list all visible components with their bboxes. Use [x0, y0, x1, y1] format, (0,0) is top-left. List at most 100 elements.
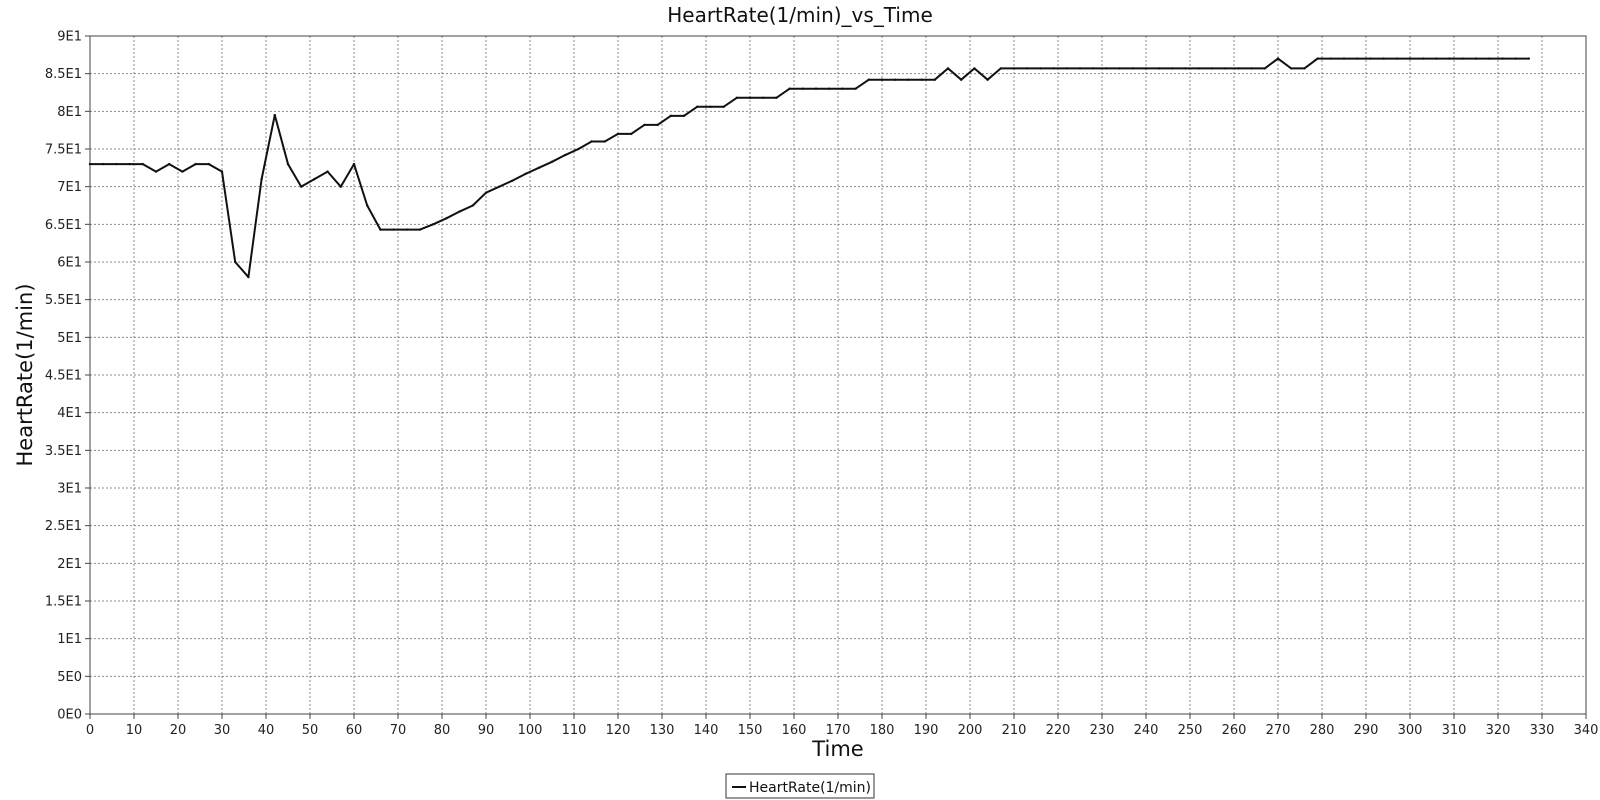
y-tick-label: 7E1 — [57, 180, 82, 195]
data-point — [841, 87, 844, 90]
data-point — [696, 105, 699, 109]
data-point — [907, 78, 910, 81]
series-line-heart-rate — [90, 57, 1529, 279]
data-point — [234, 260, 237, 264]
x-tick-label: 240 — [1134, 723, 1159, 738]
data-point — [748, 96, 752, 99]
data-point — [1184, 67, 1187, 70]
data-point — [273, 113, 276, 117]
data-point — [722, 105, 725, 109]
y-tick-label: 3E1 — [57, 482, 82, 497]
data-point — [1105, 67, 1108, 70]
data-point — [1065, 67, 1069, 70]
y-tick-label: 5.5E1 — [45, 293, 82, 308]
data-point — [1118, 67, 1121, 70]
x-tick-label: 320 — [1486, 723, 1511, 738]
data-point — [247, 275, 250, 279]
legend: HeartRate(1/min) — [725, 773, 875, 799]
data-point — [498, 185, 501, 188]
x-tick-label: 270 — [1266, 723, 1291, 738]
data-point — [1237, 67, 1240, 70]
data-point — [471, 204, 474, 207]
x-axis-ticks: 0 10 20 30 40 50 60 70 80 90 100 110 120 130 140 150 160… — [86, 714, 1598, 738]
data-point — [1052, 67, 1055, 70]
x-tick-label: 120 — [606, 723, 631, 738]
y-tick-label: 6.5E1 — [45, 218, 82, 233]
grid-lines — [89, 35, 1587, 715]
data-point — [1382, 57, 1385, 60]
x-tick-label: 20 — [170, 723, 187, 738]
data-point — [1501, 57, 1504, 60]
y-tick-label: 2E1 — [57, 557, 82, 572]
y-axis-label: HeartRate(1/min) — [13, 283, 37, 466]
data-point — [181, 170, 184, 173]
data-point — [1250, 67, 1253, 70]
data-point — [194, 162, 197, 166]
x-tick-label: 0 — [86, 723, 94, 738]
data-point — [1197, 67, 1201, 70]
data-point — [326, 170, 329, 173]
data-point — [577, 147, 580, 151]
data-point — [128, 162, 131, 166]
data-point — [154, 170, 158, 173]
data-point — [550, 160, 554, 164]
data-point — [1092, 67, 1095, 70]
data-point — [801, 87, 804, 90]
x-tick-label: 60 — [346, 723, 363, 738]
data-point — [814, 87, 818, 90]
data-point — [1263, 67, 1267, 70]
data-point — [973, 67, 976, 70]
data-point — [260, 177, 263, 181]
data-point — [986, 78, 989, 81]
chart-title: HeartRate(1/min)_vs_Time — [667, 3, 933, 27]
x-tick-label: 130 — [650, 723, 675, 738]
data-point — [286, 162, 290, 166]
data-point — [933, 78, 936, 81]
x-tick-label: 300 — [1398, 723, 1423, 738]
y-tick-label: 8.5E1 — [45, 67, 82, 82]
data-point — [1276, 57, 1280, 60]
data-point — [920, 78, 923, 81]
data-point — [524, 172, 527, 176]
data-point — [854, 87, 857, 90]
data-point — [432, 223, 435, 226]
data-point — [1171, 67, 1174, 70]
data-point — [880, 78, 884, 81]
data-point — [1422, 57, 1425, 60]
data-point — [418, 228, 422, 231]
x-tick-label: 250 — [1178, 723, 1203, 738]
x-tick-label: 260 — [1222, 723, 1247, 738]
x-tick-label: 30 — [214, 723, 231, 738]
data-point — [867, 78, 870, 81]
data-point — [339, 185, 342, 188]
data-point — [445, 217, 448, 220]
data-point — [88, 162, 92, 166]
x-tick-label: 290 — [1354, 723, 1379, 738]
y-tick-label: 3.5E1 — [45, 444, 82, 459]
y-tick-label: 0E0 — [57, 708, 82, 723]
x-tick-label: 100 — [518, 723, 543, 738]
legend-box — [725, 773, 875, 799]
y-tick-label: 4E1 — [57, 406, 82, 421]
x-tick-label: 70 — [390, 723, 407, 738]
x-tick-label: 180 — [870, 723, 895, 738]
data-point — [207, 162, 210, 166]
data-point — [894, 78, 897, 81]
y-tick-label: 2.5E1 — [45, 519, 82, 534]
data-point — [616, 132, 620, 136]
y-axis-ticks: 0E0 5E0 1E1 1.5E1 2E1 2.5E1 3E1 3.5E1 4E1 4.5E1 5E… — [45, 30, 90, 723]
data-point — [484, 191, 488, 194]
x-tick-label: 200 — [958, 723, 983, 738]
y-tick-label: 5E1 — [57, 331, 82, 346]
data-point — [1131, 67, 1135, 70]
x-tick-label: 280 — [1310, 723, 1335, 738]
data-point — [366, 204, 369, 207]
x-axis-label: Time — [811, 737, 863, 761]
data-point — [1012, 67, 1016, 70]
data-point — [1144, 67, 1148, 70]
data-point — [1316, 57, 1319, 60]
y-tick-label: 1E1 — [57, 632, 82, 647]
x-tick-label: 150 — [738, 723, 763, 738]
data-point — [762, 96, 765, 99]
